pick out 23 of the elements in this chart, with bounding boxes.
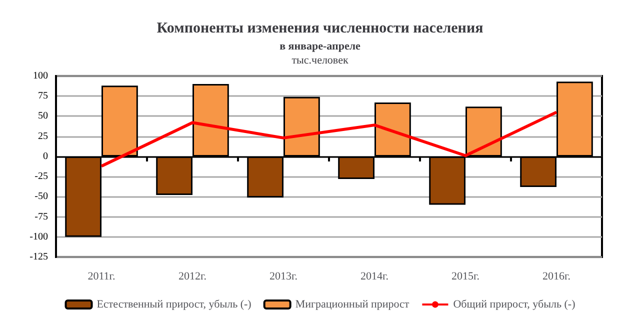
y-tick-label: -50 [34,191,48,202]
legend-label: Общий прирост, убыль (-) [453,298,576,310]
x-tick-label: 2015г. [451,270,480,282]
y-tick-label: 0 [43,150,48,162]
y-axis-title: тыс.человек [292,54,349,66]
y-tick-label: 25 [38,130,48,142]
legend-label: Естественный прирост, убыль (-) [96,298,252,310]
y-tick-label: -125 [30,252,48,262]
y-tick-label: -75 [34,211,48,222]
chart-subtitle: в январе-апреле [280,40,361,52]
x-tick-label: 2012г. [178,270,207,282]
y-tick-label: 100 [33,70,48,82]
y-tick-label: -100 [30,231,48,242]
chart-title: Компоненты изменения численности населения [156,20,484,36]
x-tick-label: 2011г. [88,270,116,282]
y-tick-label: -25 [34,171,48,182]
x-tick-label: 2013г. [269,270,298,282]
y-tick-label: 50 [38,110,48,122]
line-series [100,110,558,168]
y-tick-label: 75 [38,90,48,102]
x-tick-label: 2016г. [542,270,571,282]
legend-label: Миграционный прирост [295,298,410,310]
x-tick-label: 2014г. [360,270,389,282]
